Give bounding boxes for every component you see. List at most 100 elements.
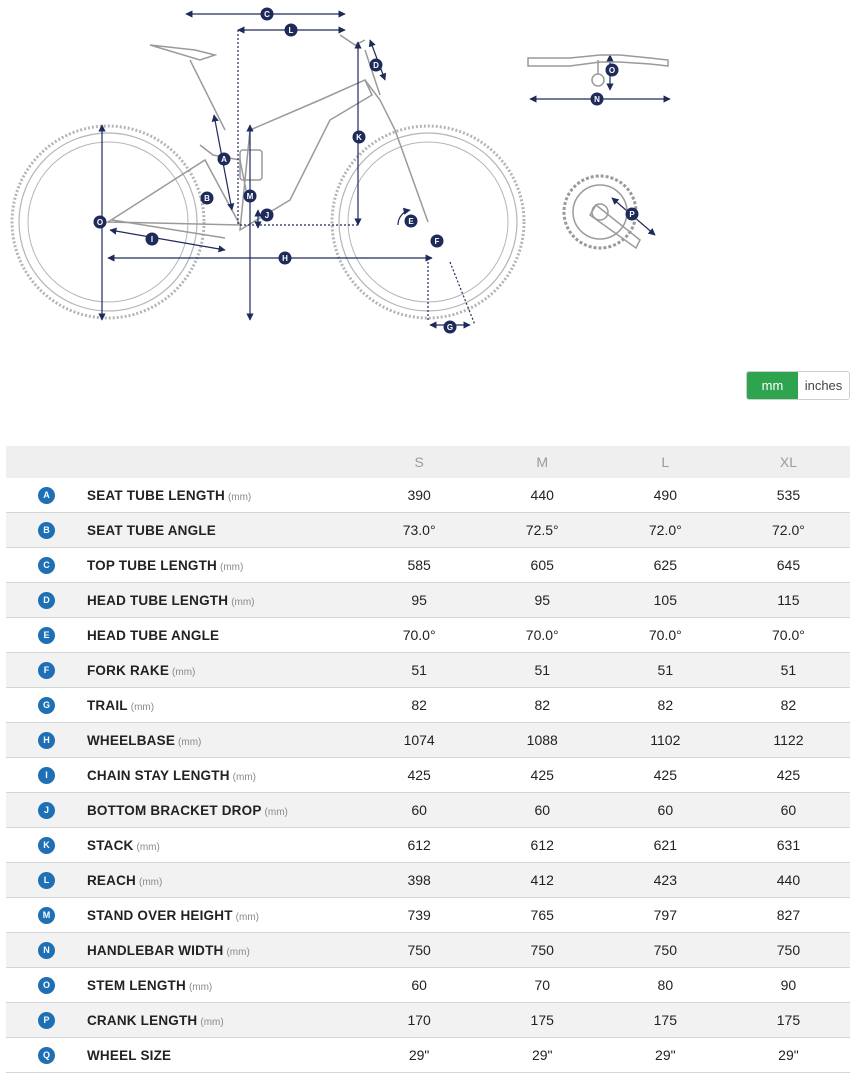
row-name: STACK — [86, 837, 134, 853]
row-name: WHEELBASE — [86, 732, 176, 748]
marker-f: F — [430, 234, 444, 248]
row-value-s: 390 — [357, 478, 481, 513]
row-value-m: 51 — [480, 652, 604, 688]
svg-text:B: B — [204, 194, 210, 203]
bike-geometry-diagram: C L D K A M B J O I E F H G O N P — [10, 7, 671, 334]
row-name-cell: HEAD TUBE ANGLE — [85, 617, 358, 653]
row-value-m: 440 — [480, 478, 604, 513]
svg-text:O: O — [97, 218, 103, 227]
unit-mm-button[interactable]: mm — [747, 372, 798, 399]
row-letter-cell: C — [6, 547, 86, 583]
row-name: HEAD TUBE LENGTH — [86, 592, 229, 608]
row-value-l: 80 — [603, 967, 727, 1003]
row-value-s: 612 — [357, 827, 481, 863]
svg-text:H: H — [282, 254, 288, 263]
row-letter-badge: O — [38, 976, 55, 994]
row-unit: (mm) — [231, 596, 255, 608]
row-letter-badge: I — [38, 766, 55, 784]
row-value-m: 605 — [480, 547, 604, 583]
row-letter-cell: G — [6, 687, 86, 723]
row-value-xl: 425 — [726, 757, 850, 793]
row-name: HANDLEBAR WIDTH — [86, 942, 224, 958]
row-name: CRANK LENGTH — [86, 1012, 198, 1028]
row-value-s: 73.0° — [357, 512, 481, 548]
row-name-cell: WHEELBASE (mm) — [85, 722, 358, 758]
row-value-s: 739 — [357, 897, 481, 933]
marker-m: M — [243, 189, 257, 203]
row-name: SEAT TUBE ANGLE — [86, 522, 216, 538]
marker-b: B — [200, 191, 214, 205]
row-value-m: 765 — [480, 897, 604, 933]
row-letter-cell: F — [6, 652, 86, 688]
row-name-cell: CRANK LENGTH (mm) — [85, 1002, 358, 1038]
table-row: F FORK RAKE (mm) 51 51 51 51 — [6, 652, 850, 688]
row-letter-cell: B — [6, 512, 86, 548]
row-name: BOTTOM BRACKET DROP — [86, 802, 262, 818]
unit-inches-button[interactable]: inches — [798, 372, 849, 399]
row-letter-cell: J — [6, 792, 86, 828]
row-value-s: 60 — [357, 792, 481, 828]
row-letter-cell: D — [6, 582, 86, 618]
row-name: TOP TUBE LENGTH — [86, 557, 217, 573]
rear-wheel — [10, 124, 206, 320]
row-letter-cell: N — [6, 932, 86, 968]
row-name-cell: CHAIN STAY LENGTH (mm) — [85, 757, 358, 793]
marker-c: C — [260, 7, 274, 21]
marker-a: A — [217, 152, 231, 166]
row-letter-badge: H — [38, 731, 55, 749]
table-row: P CRANK LENGTH (mm) 170 175 175 175 — [6, 1002, 850, 1038]
svg-text:G: G — [447, 323, 453, 332]
row-letter-badge: C — [38, 556, 55, 574]
row-name-cell: FORK RAKE (mm) — [85, 652, 358, 688]
row-unit: (mm) — [264, 806, 288, 818]
svg-text:A: A — [221, 155, 227, 164]
row-value-l: 60 — [603, 792, 727, 828]
row-value-xl: 645 — [726, 547, 850, 583]
svg-text:F: F — [435, 237, 440, 246]
row-value-xl: 631 — [726, 827, 850, 863]
svg-text:D: D — [373, 61, 379, 70]
row-value-s: 750 — [357, 932, 481, 968]
table-body: A SEAT TUBE LENGTH (mm) 390 440 490 535 B SEAT T… — [6, 478, 850, 1073]
row-letter-badge: M — [38, 906, 55, 924]
row-value-xl: 535 — [726, 478, 850, 513]
row-value-m: 70.0° — [480, 617, 604, 653]
row-value-m: 1088 — [480, 722, 604, 758]
handlebar-illustration — [527, 54, 669, 87]
marker-k: K — [352, 130, 366, 144]
row-unit: (mm) — [178, 736, 202, 748]
row-value-m: 82 — [480, 687, 604, 723]
row-value-xl: 827 — [726, 897, 850, 933]
row-value-l: 797 — [603, 897, 727, 933]
marker-p: P — [625, 207, 639, 221]
row-value-s: 585 — [357, 547, 481, 583]
svg-text:C: C — [264, 10, 270, 19]
svg-text:K: K — [356, 133, 362, 142]
row-value-s: 70.0° — [357, 617, 481, 653]
row-unit: (mm) — [200, 1016, 224, 1028]
svg-text:E: E — [408, 217, 414, 226]
row-name-cell: TOP TUBE LENGTH (mm) — [85, 547, 358, 583]
header-size-l: L — [603, 446, 727, 478]
row-value-xl: 82 — [726, 687, 850, 723]
row-name-cell: REACH (mm) — [85, 862, 358, 898]
row-unit: (mm) — [232, 771, 256, 783]
row-value-m: 612 — [480, 827, 604, 863]
row-value-m: 60 — [480, 792, 604, 828]
row-letter-badge: Q — [38, 1046, 55, 1064]
row-value-xl: 90 — [726, 967, 850, 1003]
row-letter-badge: D — [38, 591, 55, 609]
marker-l: L — [284, 23, 298, 37]
row-letter-badge: F — [38, 661, 55, 679]
row-value-l: 70.0° — [603, 617, 727, 653]
row-value-m: 175 — [480, 1002, 604, 1038]
header-size-s: S — [357, 446, 481, 478]
row-value-l: 625 — [603, 547, 727, 583]
row-value-s: 60 — [357, 967, 481, 1003]
row-value-m: 425 — [480, 757, 604, 793]
row-value-s: 170 — [357, 1002, 481, 1038]
svg-text:I: I — [151, 235, 153, 244]
marker-e: E — [404, 214, 418, 228]
row-value-s: 82 — [357, 687, 481, 723]
row-letter-cell: K — [6, 827, 86, 863]
